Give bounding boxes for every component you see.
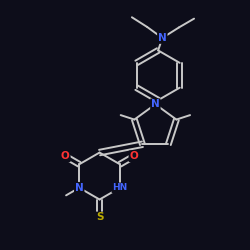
Text: S: S [96,212,103,222]
Text: N: N [151,99,160,109]
Text: N: N [158,33,167,43]
Text: N: N [75,183,84,193]
Text: HN: HN [112,183,128,192]
Text: O: O [61,151,70,161]
Text: O: O [130,151,138,161]
